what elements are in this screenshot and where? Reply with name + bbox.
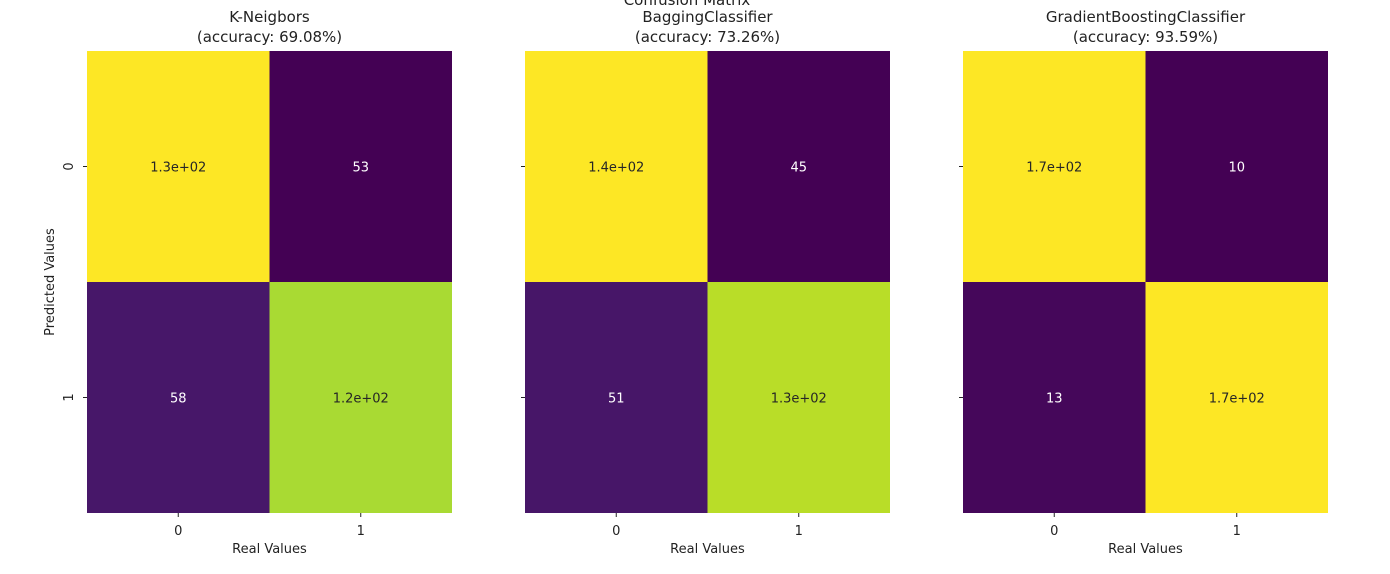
cell-annotation: 51	[608, 392, 625, 407]
heatmap-cell	[269, 51, 452, 282]
x-tick-label: 1	[1233, 524, 1241, 539]
y-tick-label: 0	[62, 162, 77, 170]
figure-suptitle: Confusion Matrix	[624, 0, 751, 9]
heatmap-cell	[707, 51, 890, 282]
cell-annotation: 1.7e+02	[1026, 161, 1082, 176]
cell-annotation: 53	[352, 161, 369, 176]
panel-title: K-Neigbors	[229, 8, 310, 26]
x-axis-label: Real Values	[232, 542, 307, 557]
heatmap-cell	[87, 282, 270, 513]
x-tick-label: 1	[357, 524, 365, 539]
cell-annotation: 45	[790, 161, 807, 176]
cell-annotation: 10	[1228, 161, 1245, 176]
heatmap-cell	[963, 51, 1146, 282]
cell-annotation: 1.3e+02	[150, 161, 206, 176]
cell-annotation: 1.2e+02	[333, 392, 389, 407]
heatmap-cell	[269, 282, 452, 513]
x-tick-label: 0	[1050, 524, 1058, 539]
panel-subtitle: (accuracy: 69.08%)	[197, 28, 342, 46]
panel-title: GradientBoostingClassifier	[1046, 8, 1246, 26]
heatmap-cell	[963, 282, 1146, 513]
x-axis-label: Real Values	[670, 542, 745, 557]
cell-annotation: 1.4e+02	[588, 161, 644, 176]
heatmap-cell	[525, 282, 708, 513]
heatmap-panel-knn: K-Neigbors (accuracy: 69.08%) 1.3e+02 53 58 1…	[62, 8, 452, 557]
panel-title: BaggingClassifier	[642, 8, 773, 26]
panel-subtitle: (accuracy: 73.26%)	[635, 28, 780, 46]
panel-subtitle: (accuracy: 93.59%)	[1073, 28, 1218, 46]
y-axis-label: Predicted Values	[43, 228, 58, 336]
cell-annotation: 1.7e+02	[1209, 392, 1265, 407]
heatmap-cell	[525, 51, 708, 282]
heatmap-cell	[1145, 51, 1328, 282]
x-tick-label: 0	[174, 524, 182, 539]
cell-annotation: 58	[170, 392, 187, 407]
cell-annotation: 13	[1046, 392, 1063, 407]
heatmap-cell	[1145, 282, 1328, 513]
x-tick-label: 0	[612, 524, 620, 539]
heatmap-panel-gradient-boosting: GradientBoostingClassifier (accuracy: 93.…	[959, 8, 1328, 557]
cell-annotation: 1.3e+02	[771, 392, 827, 407]
x-tick-label: 1	[795, 524, 803, 539]
heatmap-panel-bagging: BaggingClassifier (accuracy: 73.26%) 1.4e+…	[521, 8, 890, 557]
y-tick-label: 1	[62, 393, 77, 401]
x-axis-label: Real Values	[1108, 542, 1183, 557]
heatmap-cell	[87, 51, 270, 282]
heatmap-cell	[707, 282, 890, 513]
